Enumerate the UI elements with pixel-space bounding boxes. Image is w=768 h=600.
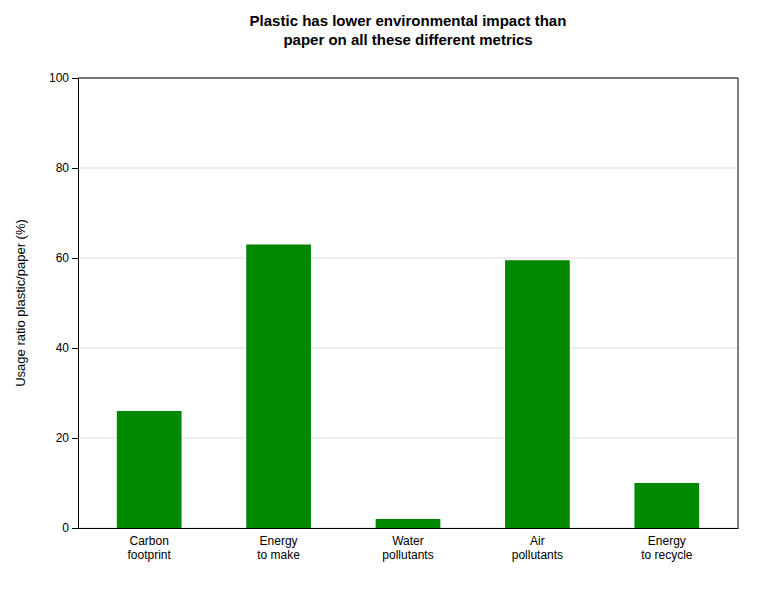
bar bbox=[634, 483, 699, 528]
tick-mark bbox=[72, 78, 78, 79]
tick-label: 0 bbox=[62, 521, 69, 535]
tick-mark bbox=[72, 348, 78, 349]
tick-label: Airpollutants bbox=[512, 534, 563, 562]
tick: Airpollutants bbox=[512, 534, 563, 562]
grid-line bbox=[78, 348, 738, 349]
chart-svg: 0 20 40 60 80 100 Carbonfootprint Energyto make… bbox=[0, 0, 768, 600]
tick-label: Energyto recycle bbox=[641, 534, 693, 562]
tick-mark bbox=[72, 528, 78, 529]
tick: 80 bbox=[56, 161, 78, 175]
tick-label: 60 bbox=[56, 251, 70, 265]
x-axis: Carbonfootprint Energyto make Waterpolluta… bbox=[79, 529, 739, 562]
tick-mark bbox=[72, 438, 78, 439]
plot-frame bbox=[738, 78, 739, 528]
tick-label: Carbonfootprint bbox=[127, 534, 171, 562]
grid bbox=[78, 78, 738, 528]
tick-mark bbox=[72, 168, 78, 169]
y-axis: 0 20 40 60 80 100 bbox=[49, 71, 79, 535]
axis-line bbox=[79, 528, 739, 529]
tick: Energyto recycle bbox=[641, 534, 693, 562]
bar bbox=[505, 260, 570, 528]
grid-line bbox=[78, 78, 738, 79]
plot-frame bbox=[78, 78, 738, 79]
plot-area: 0 20 40 60 80 100 Carbonfootprint Energyto make… bbox=[49, 71, 739, 562]
tick-label: 80 bbox=[56, 161, 70, 175]
bar bbox=[246, 245, 311, 529]
tick: 20 bbox=[56, 431, 78, 445]
tick-label: Waterpollutants bbox=[382, 534, 433, 562]
tick-label: 100 bbox=[49, 71, 69, 85]
bar bbox=[117, 411, 182, 528]
tick: 100 bbox=[49, 71, 78, 85]
grid-line bbox=[78, 258, 738, 259]
tick-mark bbox=[72, 258, 78, 259]
tick-label: 40 bbox=[56, 341, 70, 355]
tick: 0 bbox=[62, 521, 78, 535]
bars bbox=[117, 245, 699, 529]
tick: Carbonfootprint bbox=[127, 534, 171, 562]
tick-label: 20 bbox=[56, 431, 70, 445]
bar bbox=[376, 519, 441, 528]
y-axis-label: Usage ratio plastic/paper (%) bbox=[13, 219, 28, 387]
grid-line bbox=[78, 168, 738, 169]
tick: 40 bbox=[56, 341, 78, 355]
tick: Waterpollutants bbox=[382, 534, 433, 562]
tick: Energyto make bbox=[257, 534, 300, 562]
axis-line bbox=[72, 79, 79, 529]
tick: 60 bbox=[56, 251, 78, 265]
chart-title: Plastic has lower environmental impact t… bbox=[250, 12, 567, 48]
tick-label: Energyto make bbox=[257, 534, 300, 562]
